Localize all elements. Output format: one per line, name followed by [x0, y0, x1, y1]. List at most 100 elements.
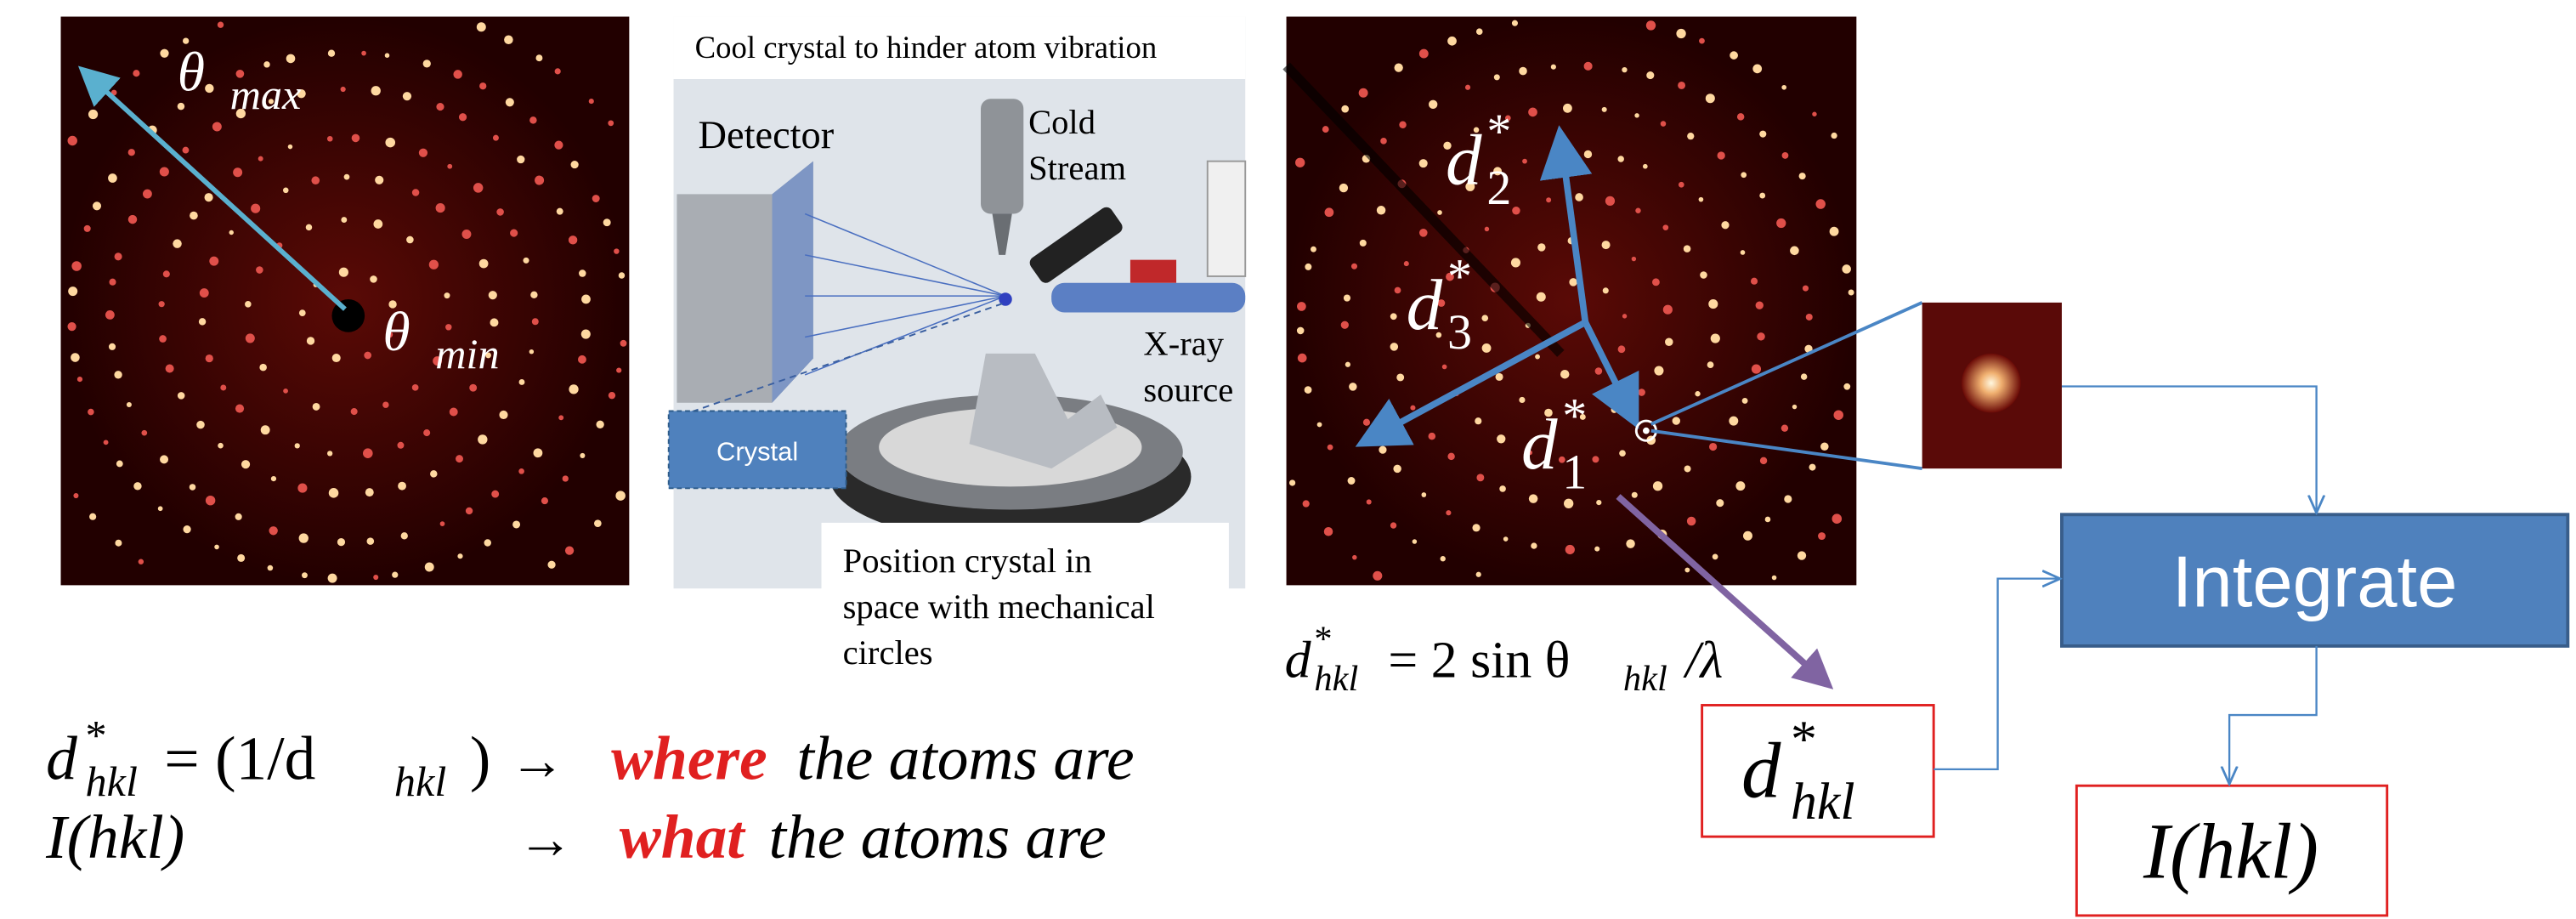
- spot: [1497, 434, 1505, 443]
- process-label: Integrate: [2172, 542, 2458, 623]
- spot: [183, 525, 190, 533]
- spot: [1759, 193, 1765, 199]
- spot: [73, 493, 78, 498]
- spot: [620, 340, 627, 347]
- spot: [1742, 398, 1748, 404]
- spot: [1643, 164, 1648, 169]
- summary-text: = (1/d: [164, 723, 315, 792]
- spot: [554, 141, 563, 150]
- spot: [370, 275, 377, 283]
- spot: [133, 482, 141, 490]
- spot: [1447, 453, 1454, 460]
- spot: [1476, 474, 1484, 481]
- spot: [1437, 210, 1442, 215]
- spot: [563, 475, 569, 481]
- spot: [1611, 406, 1618, 413]
- spot: [1419, 159, 1428, 167]
- output-label: I(hkl): [2143, 808, 2318, 895]
- spot: [609, 392, 615, 399]
- spot: [1511, 258, 1520, 267]
- spot: [1676, 29, 1685, 38]
- spot: [1632, 257, 1636, 261]
- spot: [392, 572, 398, 578]
- spot: [457, 553, 462, 559]
- spot: [1721, 221, 1729, 229]
- spot: [581, 295, 591, 304]
- spot: [466, 508, 473, 514]
- spot: [1594, 547, 1599, 552]
- spot: [365, 488, 374, 496]
- summary-text: d: [46, 723, 77, 792]
- spot: [339, 268, 348, 277]
- spot: [1360, 240, 1367, 247]
- spot: [1782, 152, 1789, 159]
- spot: [1351, 264, 1357, 269]
- spot: [364, 352, 371, 360]
- spot: [367, 537, 375, 545]
- spot: [1297, 302, 1306, 311]
- spot: [206, 496, 215, 505]
- spot: [461, 230, 471, 239]
- spot: [1395, 63, 1403, 71]
- spot: [104, 440, 109, 445]
- spot: [469, 384, 477, 392]
- spot: [263, 61, 269, 67]
- spot: [608, 120, 614, 126]
- spot: [616, 367, 621, 372]
- spot: [1759, 131, 1766, 138]
- spot: [295, 443, 300, 448]
- spot: [1390, 343, 1399, 351]
- spot: [1638, 389, 1645, 396]
- spot: [541, 497, 548, 504]
- spot: [306, 224, 312, 230]
- spot: [1537, 243, 1545, 251]
- spot: [299, 309, 306, 316]
- spot: [512, 520, 520, 528]
- spot: [88, 110, 98, 119]
- vector-sub: 2: [1486, 160, 1511, 215]
- spot: [1842, 264, 1851, 274]
- spot: [423, 60, 431, 67]
- spot: [1465, 85, 1470, 90]
- spot: [341, 87, 346, 92]
- spot: [108, 173, 117, 183]
- spot: [302, 572, 308, 578]
- spot: [311, 176, 320, 184]
- summary-text: ): [470, 723, 490, 792]
- spot: [529, 116, 537, 124]
- detector-label: Detector: [699, 114, 835, 157]
- spot: [557, 208, 563, 215]
- spot: [327, 451, 332, 456]
- spot: [571, 161, 579, 168]
- spot: [109, 279, 116, 286]
- spot: [510, 230, 518, 237]
- spot: [1618, 345, 1626, 353]
- spot: [1737, 113, 1745, 121]
- spot: [477, 22, 486, 31]
- spot: [430, 470, 437, 477]
- spot: [1634, 113, 1639, 117]
- spot: [401, 532, 408, 539]
- spot: [1519, 67, 1527, 76]
- spot: [286, 54, 296, 64]
- spot: [1341, 321, 1349, 329]
- theta-sub: min: [435, 330, 499, 377]
- spot: [1298, 354, 1307, 363]
- spot: [523, 258, 529, 264]
- spot: [1359, 88, 1368, 98]
- spot: [143, 190, 152, 199]
- spot: [1305, 386, 1312, 394]
- spot: [1429, 100, 1437, 109]
- spot: [178, 392, 185, 400]
- spot: [205, 84, 213, 93]
- spot: [158, 506, 163, 511]
- spot: [412, 384, 419, 391]
- spot: [1735, 481, 1745, 491]
- spot: [1531, 542, 1537, 548]
- theta-label: θ: [178, 42, 205, 104]
- summary: d * hkl = (1/d hkl ) → where the atoms a…: [45, 712, 1134, 872]
- spot: [1765, 517, 1771, 523]
- spot: [580, 453, 585, 458]
- spot: [603, 218, 611, 226]
- spot: [1699, 197, 1704, 202]
